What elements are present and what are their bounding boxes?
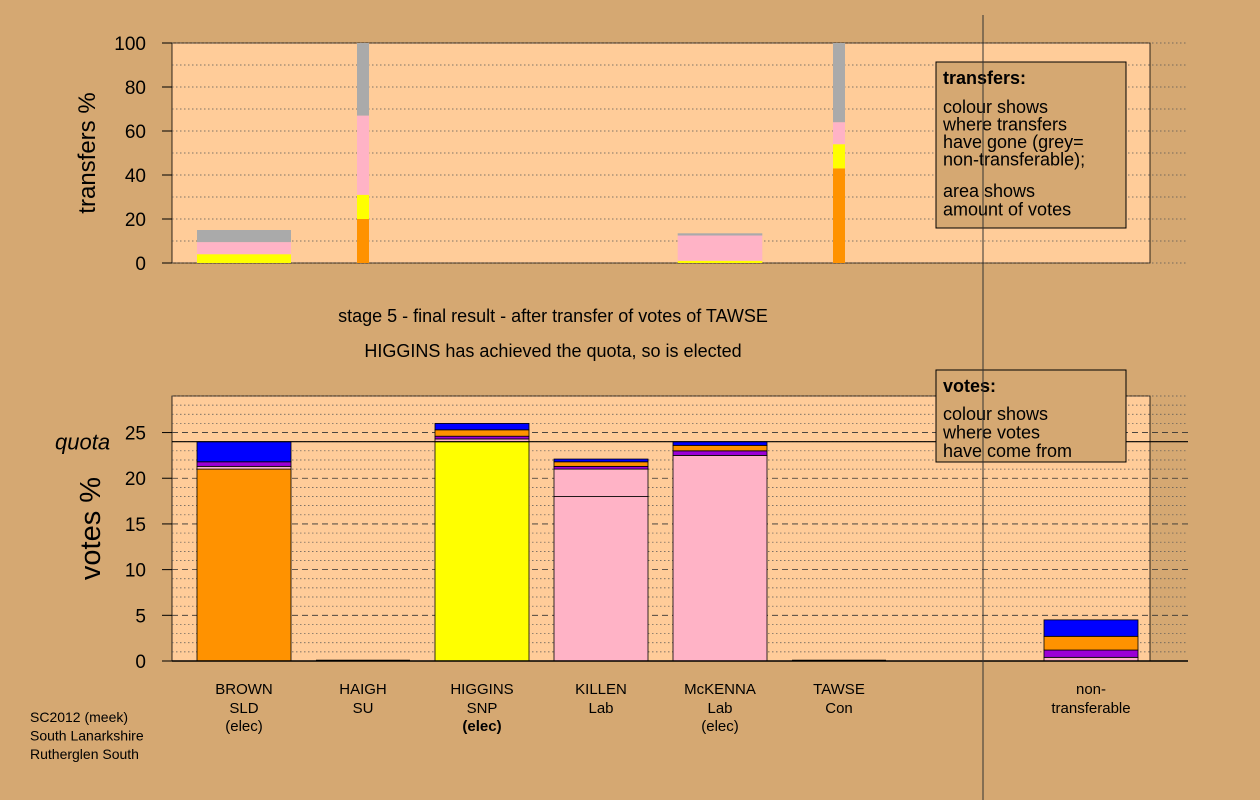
- candidate-party: Con: [825, 700, 853, 717]
- votes-bar-segment-higgins: [434, 435, 530, 440]
- footer-line: SC2012 (meek): [30, 709, 128, 725]
- transfers-bar-segment-tawse: [833, 122, 845, 145]
- candidate-name: McKENNA: [684, 681, 756, 698]
- transfers-bar-segment-haigh: [357, 219, 369, 263]
- votes-bar-segment-brown: [196, 465, 292, 470]
- votes-bar-segment-killen: [553, 458, 649, 463]
- transfers-y-tick-label: 40: [125, 166, 146, 187]
- candidate-name: HIGGINS: [450, 681, 513, 698]
- candidate-party: SLD: [229, 700, 258, 717]
- transfers-bar-segment-mckenna: [677, 233, 763, 236]
- votes-bar-segment-mckenna: [672, 454, 768, 662]
- votes-bar-segment-killen: [553, 496, 649, 662]
- transfers-bar-segment-brown: [197, 230, 291, 243]
- transfers-y-tick-label: 20: [125, 210, 146, 231]
- votes-bar-segment-non-transferable: [1043, 619, 1139, 637]
- votes-bar-segment-higgins: [434, 429, 530, 437]
- transfers-bar-segment-brown: [197, 242, 291, 255]
- transfers-y-tick-label: 60: [125, 122, 146, 143]
- candidate-name: KILLEN: [575, 681, 627, 698]
- transfers-bar-segment-haigh: [357, 194, 369, 219]
- votes-bar-segment-higgins: [434, 441, 530, 662]
- transfers-y-tick-label: 80: [125, 78, 146, 99]
- candidate-party: Lab: [707, 700, 732, 717]
- transfers-y-tick-label: 0: [135, 254, 146, 275]
- transfers-bar-segment-mckenna: [677, 260, 763, 263]
- transfers-y-axis-label: transfers %: [74, 92, 101, 213]
- votes-y-tick-label: 5: [135, 606, 146, 627]
- votes-y-tick-label: 0: [135, 652, 146, 673]
- transfers-legend-line: non-transferable);: [943, 150, 1085, 170]
- quota-label: quota: [55, 430, 110, 455]
- nontransferable-label: non-: [1076, 681, 1106, 698]
- votes-y-axis-label: votes %: [75, 477, 107, 580]
- votes-legend-line: colour shows: [943, 404, 1048, 424]
- transfers-legend-line: have gone (grey=: [943, 132, 1084, 152]
- candidate-party: SNP: [467, 700, 498, 717]
- transfers-legend-line: area shows: [943, 181, 1035, 201]
- transfers-bar-segment-haigh: [357, 115, 369, 195]
- transfers-bar-segment-tawse: [833, 43, 845, 123]
- votes-legend-box: [935, 369, 1127, 463]
- candidate-party: Lab: [588, 700, 613, 717]
- votes-y-tick-label: 15: [125, 515, 146, 536]
- votes-bar-segment-killen: [553, 465, 649, 470]
- footer-line: South Lanarkshire: [30, 728, 144, 744]
- candidate-status: (elec): [462, 718, 501, 735]
- candidate-name: BROWN: [215, 681, 273, 698]
- votes-y-tick-label: 20: [125, 469, 146, 490]
- votes-y-tick-label: 10: [125, 561, 146, 582]
- transfers-legend-line: amount of votes: [943, 200, 1071, 220]
- transfers-y-tick-label: 100: [114, 34, 146, 55]
- candidate-party: SU: [353, 700, 374, 717]
- stage-title: stage 5 - final result - after transfer …: [338, 306, 768, 326]
- nontransferable-label: transferable: [1051, 700, 1130, 717]
- transfers-bar-segment-tawse: [833, 144, 845, 169]
- votes-bar-segment-brown: [196, 468, 292, 662]
- votes-bar-segment-brown: [196, 461, 292, 467]
- transfers-legend-title: transfers:: [943, 68, 1026, 88]
- votes-legend-title: votes:: [943, 376, 996, 396]
- footer-line: Rutherglen South: [30, 746, 139, 762]
- votes-bar-segment-mckenna: [672, 450, 768, 456]
- transfers-legend-line: where transfers: [942, 115, 1067, 135]
- stage-subtitle: HIGGINS has achieved the quota, so is el…: [364, 341, 741, 361]
- votes-bar-segment-killen: [553, 461, 649, 467]
- candidate-status: (elec): [225, 718, 263, 735]
- votes-bar-segment-killen: [553, 468, 649, 497]
- candidate-status: (elec): [701, 718, 739, 735]
- votes-bar-segment-brown: [196, 441, 292, 463]
- votes-bar-segment-mckenna: [672, 444, 768, 452]
- candidate-name: HAIGH: [339, 681, 387, 698]
- transfers-bar-segment-haigh: [357, 43, 369, 116]
- votes-bar-segment-higgins: [434, 423, 530, 431]
- transfers-bar-segment-brown: [197, 254, 291, 263]
- votes-y-tick-label: 25: [125, 424, 146, 445]
- votes-legend-line: where votes: [942, 423, 1040, 443]
- votes-bar-segment-non-transferable: [1043, 635, 1139, 651]
- votes-legend-line: have come from: [943, 441, 1072, 461]
- transfers-bar-segment-tawse: [833, 168, 845, 263]
- transfers-legend-box: [935, 61, 1127, 229]
- votes-bar-segment-non-transferable: [1043, 649, 1139, 658]
- candidate-name: TAWSE: [813, 681, 865, 698]
- transfers-legend-line: colour shows: [943, 97, 1048, 117]
- transfers-bar-segment-mckenna: [677, 235, 763, 261]
